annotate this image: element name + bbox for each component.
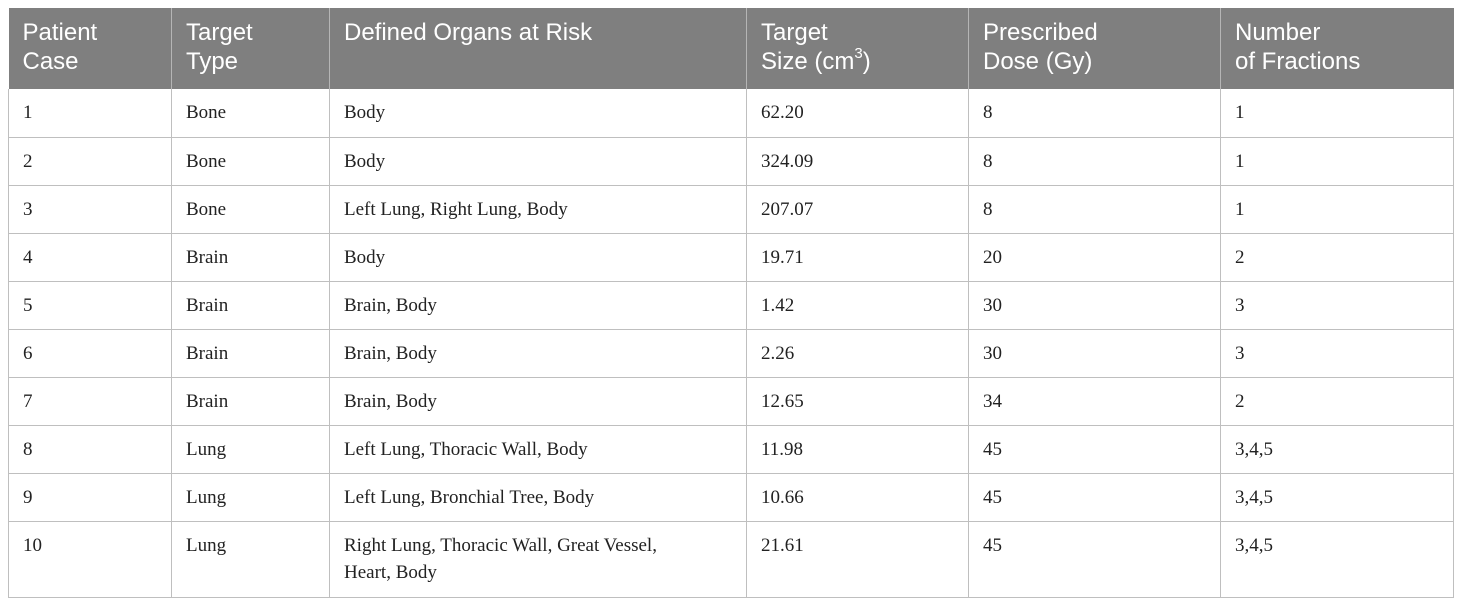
cell-size: 11.98 [746,425,969,474]
table-row: 8 Lung Left Lung, Thoracic Wall, Body 11… [8,425,1454,474]
cell-type: Brain [171,329,330,378]
cell-dose: 20 [968,233,1221,282]
cell-case: 6 [8,329,172,378]
header-line: Patient [22,19,98,46]
cell-dose: 30 [968,329,1221,378]
table-row: 5 Brain Brain, Body 1.42 30 3 [8,281,1454,330]
cell-size: 10.66 [746,473,969,522]
cell-dose: 30 [968,281,1221,330]
header-line: Dose (Gy) [983,48,1093,75]
cell-type: Lung [171,425,330,474]
cell-fractions: 3,4,5 [1220,521,1454,598]
patient-case-table: Patient Case Target Type Defined Organs … [8,8,1454,598]
cell-organs-line: Heart, Body [344,561,437,583]
table-row: 6 Brain Brain, Body 2.26 30 3 [8,329,1454,378]
cell-organs: Body [329,137,747,186]
cell-organs: Brain, Body [329,281,747,330]
cell-fractions: 3,4,5 [1220,473,1454,522]
cell-fractions: 3,4,5 [1220,425,1454,474]
cell-fractions: 1 [1220,89,1454,138]
cell-organs: Brain, Body [329,329,747,378]
cell-case: 5 [8,281,172,330]
header-line: of Fractions [1235,48,1361,75]
cell-type: Lung [171,521,330,598]
cell-size: 12.65 [746,377,969,426]
table-row: 7 Brain Brain, Body 12.65 34 2 [8,377,1454,426]
cell-dose: 45 [968,473,1221,522]
cell-fractions: 1 [1220,185,1454,234]
table-row: 2 Bone Body 324.09 8 1 [8,137,1454,186]
cell-size: 324.09 [746,137,969,186]
header-prescribed-dose: Prescribed Dose (Gy) [968,8,1221,89]
header-line: Size (cm [761,48,855,75]
header-line: Defined Organs at Risk [344,19,593,46]
cell-size: 2.26 [746,329,969,378]
cell-type: Brain [171,281,330,330]
cell-type: Bone [171,185,330,234]
header-organs-at-risk: Defined Organs at Risk [329,8,747,89]
table-row: 3 Bone Left Lung, Right Lung, Body 207.0… [8,185,1454,234]
cell-organs: Body [329,233,747,282]
cell-size: 19.71 [746,233,969,282]
cell-dose: 8 [968,137,1221,186]
cell-type: Bone [171,137,330,186]
cell-organs: Body [329,89,747,138]
cell-organs: Brain, Body [329,377,747,426]
cell-case: 7 [8,377,172,426]
header-line: Target [761,19,828,46]
table-row: 10 Lung Right Lung, Thoracic Wall, Great… [8,521,1454,598]
cell-size: 62.20 [746,89,969,138]
cell-case: 10 [8,521,172,598]
cell-fractions: 2 [1220,377,1454,426]
cell-dose: 8 [968,89,1221,138]
table-header-row: Patient Case Target Type Defined Organs … [8,8,1454,89]
cell-organs: Left Lung, Thoracic Wall, Body [329,425,747,474]
cell-size: 21.61 [746,521,969,598]
header-line: Target [186,19,253,46]
table-row: 4 Brain Body 19.71 20 2 [8,233,1454,282]
cell-size: 1.42 [746,281,969,330]
header-patient-case: Patient Case [8,8,172,89]
header-superscript: 3 [854,45,863,62]
cell-dose: 8 [968,185,1221,234]
cell-fractions: 2 [1220,233,1454,282]
cell-fractions: 3 [1220,281,1454,330]
cell-dose: 34 [968,377,1221,426]
cell-fractions: 1 [1220,137,1454,186]
cell-dose: 45 [968,521,1221,598]
header-target-type: Target Type [171,8,330,89]
cell-type: Brain [171,377,330,426]
table-row: 9 Lung Left Lung, Bronchial Tree, Body 1… [8,473,1454,522]
cell-case: 2 [8,137,172,186]
cell-organs: Right Lung, Thoracic Wall, Great Vessel,… [329,521,747,598]
cell-case: 3 [8,185,172,234]
header-line-end: ) [862,48,871,75]
cell-size: 207.07 [746,185,969,234]
cell-organs-line: Right Lung, Thoracic Wall, Great Vessel, [344,534,657,556]
cell-organs: Left Lung, Bronchial Tree, Body [329,473,747,522]
table-row: 1 Bone Body 62.20 8 1 [8,89,1454,138]
header-line: Type [186,48,239,75]
cell-case: 8 [8,425,172,474]
cell-fractions: 3 [1220,329,1454,378]
cell-case: 9 [8,473,172,522]
header-number-of-fractions: Number of Fractions [1220,8,1454,89]
header-line: Prescribed [983,19,1098,46]
cell-type: Bone [171,89,330,138]
cell-case: 1 [8,89,172,138]
header-target-size: Target Size (cm3) [746,8,969,89]
cell-organs: Left Lung, Right Lung, Body [329,185,747,234]
cell-type: Brain [171,233,330,282]
header-line: Number [1235,19,1321,46]
cell-case: 4 [8,233,172,282]
cell-type: Lung [171,473,330,522]
cell-dose: 45 [968,425,1221,474]
header-line: Case [22,48,79,75]
